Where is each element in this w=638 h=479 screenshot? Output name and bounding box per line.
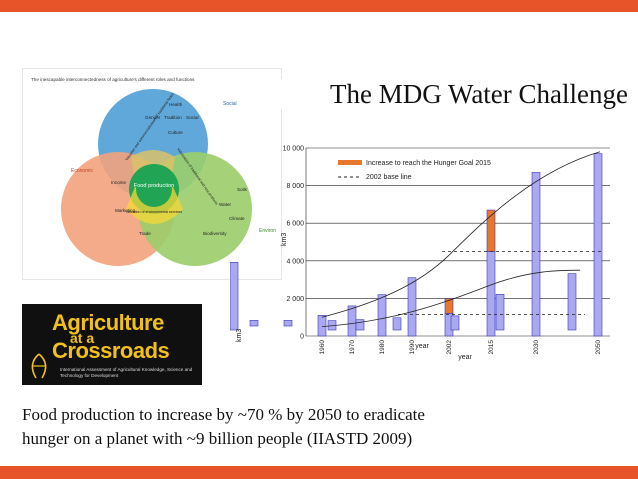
x-tick-label: 2030 — [533, 340, 540, 355]
x-tick-label: 2002 — [446, 340, 453, 355]
legend-increase-swatch — [338, 160, 362, 165]
secondary-bar — [567, 273, 577, 331]
x-axis-label: year — [458, 354, 472, 361]
lower-trend-curve — [321, 269, 581, 327]
bar-1990 — [407, 277, 417, 337]
increase-bar-2002 — [444, 298, 454, 314]
logo-line-crossroads: Crossroads — [52, 338, 170, 363]
bar-1960 — [317, 315, 327, 337]
legend-baseline-label: 2002 base line — [366, 174, 412, 181]
x-tick-label: 2015 — [488, 340, 495, 355]
secondary-bar — [450, 315, 460, 331]
secondary-bar — [283, 320, 293, 327]
slide-title: The MDG Water Challenge — [258, 79, 628, 109]
social-label: Social — [223, 101, 237, 107]
caption-line-1: Food production to increase by ~70 % by … — [22, 405, 425, 424]
logo-line-at-a: at a — [70, 330, 95, 346]
y-axis-label: km3 — [281, 233, 288, 246]
bar-2030 — [531, 172, 541, 337]
x-tick-label: 1980 — [379, 340, 386, 355]
svg-text:Water: Water — [219, 202, 232, 207]
svg-text:Climate: Climate — [229, 216, 245, 221]
logo-organization-text: International Assessment of Agricultural… — [60, 367, 193, 378]
water-chart: 0 2 000 4 000 6 000 8 000 10 000 1960 1970 1980 1… — [230, 146, 610, 361]
secondary-bar — [392, 317, 402, 331]
y-tick-label: 8 000 — [286, 183, 304, 190]
x-tick-label: 1990 — [409, 340, 416, 355]
top-accent-bar — [0, 0, 638, 12]
secondary-bar — [355, 319, 365, 331]
x-tick-label: 1960 — [319, 340, 326, 355]
plot-area — [306, 148, 610, 336]
food-production-label: Food production — [134, 183, 174, 189]
y-tick-label: 2 000 — [286, 296, 304, 303]
secondary-bar — [230, 262, 239, 331]
caption-line-2: hunger on a planet with ~9 billion peopl… — [22, 429, 413, 448]
legend-increase-label: Increase to reach the Hunger Goal 2015 — [366, 160, 491, 167]
secondary-bar — [495, 293, 505, 331]
secondary-bar — [249, 320, 259, 327]
svg-text:Gender: Gender — [145, 115, 161, 120]
svg-text:Marketing: Marketing — [115, 208, 136, 213]
x-tick-label: 2050 — [595, 340, 602, 355]
y-tick-label: 4 000 — [286, 258, 304, 265]
y-tick-label: 10 000 — [283, 146, 305, 153]
svg-text:Culture: Culture — [168, 130, 183, 135]
y-axis-label-left: km3 — [236, 329, 243, 342]
venn-header: The inescapable interconnectedness of ag… — [31, 77, 195, 82]
logo-line-agriculture: Agriculture — [52, 310, 164, 335]
y-tick-label: 6 000 — [286, 221, 304, 228]
svg-text:Tradition: Tradition — [164, 115, 182, 120]
bar-2050 — [593, 153, 603, 337]
upper-trend-curve — [321, 151, 601, 318]
bottom-accent-bar — [0, 466, 638, 479]
economic-label: Economic — [71, 168, 93, 174]
svg-text:Valuation of environmental ser: Valuation of environmental services — [126, 210, 183, 214]
svg-text:Health: Health — [169, 102, 183, 107]
environmental-label: Environ — [259, 228, 276, 234]
venn-diagram: The inescapable interconnectedness of ag… — [22, 68, 282, 280]
bar-2015 — [486, 251, 496, 337]
svg-text:Trade: Trade — [139, 231, 151, 236]
svg-text:Social: Social — [186, 115, 199, 120]
iaastd-emblem-icon — [31, 353, 47, 379]
y-tick-label: 0 — [300, 334, 304, 341]
svg-text:Income: Income — [111, 180, 127, 185]
svg-text:Biodiversity: Biodiversity — [203, 231, 227, 236]
x-axis-label-overlap: year — [415, 343, 429, 350]
bar-1970 — [347, 305, 357, 337]
x-tick-label: 1970 — [349, 340, 356, 355]
svg-text:Soils: Soils — [237, 187, 248, 192]
bar-1980 — [377, 294, 387, 337]
agriculture-at-a-crossroads-logo: Agriculture at a Crossroads Internationa… — [22, 304, 202, 385]
slide-caption: Food production to increase by ~70 % by … — [22, 403, 622, 451]
